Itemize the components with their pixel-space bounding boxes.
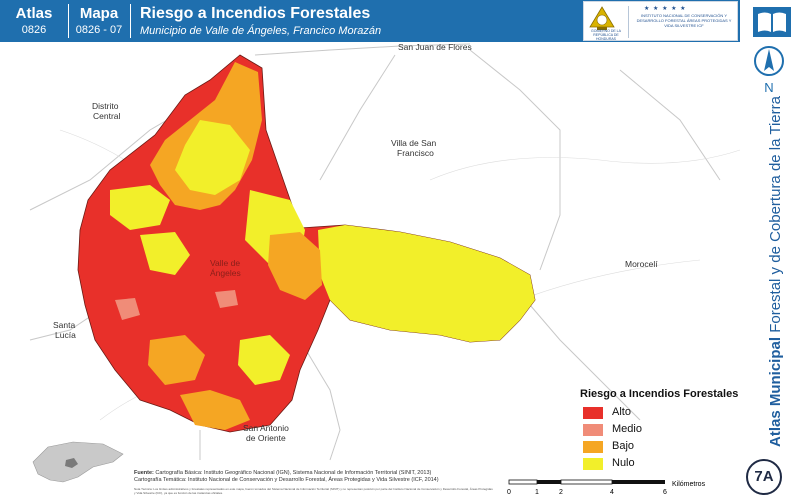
place-valle-de-angeles-line2: Ángeles [210,268,241,278]
mapa-code: 0826 - 07 [75,24,123,36]
atlas-series-title: Atlas Municipal Forestal y de Cobertura … [767,96,784,447]
legend-item: Alto [580,405,750,422]
legend-swatch-alto [583,407,603,419]
legend-swatch-bajo [583,441,603,453]
mapa-code-block: Mapa 0826 - 07 [70,0,128,42]
stars-icon: ★ ★ ★ ★ ★ [644,6,687,12]
risk-zone-nulo [140,232,190,275]
place-distrito-central-line1: Distrito [92,101,119,111]
risk-zone-nulo [175,120,250,195]
boundary-line [619,69,721,181]
legend-label: Medio [612,423,642,435]
legend-label: Alto [612,406,631,418]
legend-item: Nulo [580,456,750,473]
risk-map [29,43,741,461]
government-logo-text: GOBIERNO DE LA REPÚBLICA DE HONDURAS [591,29,621,41]
atlas-label: Atlas [15,5,53,22]
honduras-emblem-icon [589,6,615,30]
country-shape [32,441,124,483]
map-number-badge: 7A [746,459,782,495]
risk-zone-nulo [110,185,170,230]
atlas-code-block: Atlas 0826 [0,0,68,42]
risk-zone-alto [210,245,255,290]
risk-zone-bajo [180,390,250,430]
logo-divider [628,6,629,38]
legend-swatch-medio [583,424,603,436]
legend-label: Nulo [612,457,635,469]
risk-zone-bajo [148,335,205,385]
place-distrito-central-line2: Central [93,111,121,121]
open-book-icon [753,7,791,37]
risk-zone-medio [215,290,238,308]
atlas-series-word: Atlas Municipal [767,336,784,447]
boundary-line [319,54,396,181]
atlas-series-rest: Forestal y de Cobertura de la Tierra [767,96,784,333]
header-divider [130,4,131,38]
map-legend: Riesgo a Incendios Forestales Alto Medio… [580,388,750,473]
header-bar: Atlas 0826 Mapa 0826 - 07 Riesgo a Incen… [0,0,740,42]
department-highlight [65,458,78,468]
scale-tick: 2 [559,489,563,496]
boundary-line [529,304,641,421]
source-line1: Cartografía Básica: Instituto Geográfico… [155,470,432,476]
place-moroceli: Morocelí [625,259,658,269]
source-heading: Fuente: [134,470,154,476]
mapa-label: Mapa [79,5,119,22]
boundary-line [299,339,341,461]
map-subtitle: Municipio de Valle de Ángeles, Francico … [140,25,382,37]
risk-zone-bajo [268,232,322,300]
scale-tick: 0 [507,489,511,496]
place-santa-lucia-line2: Lucía [55,330,76,340]
technical-note: Nota Técnica: Los límites administrativo… [134,487,493,495]
legend-item: Bajo [580,439,750,456]
honduras-locator-map [32,441,124,483]
source-block: Fuente: Cartografía Básica: Instituto Ge… [134,470,494,484]
place-santa-lucia-line1: Santa [53,320,76,330]
scale-tick: 1 [535,489,539,496]
scale-tick: 4 [610,489,614,496]
place-villa-line2: Francisco [397,148,434,158]
scale-tick: 6 [663,489,667,496]
institution-logos: GOBIERNO DE LA REPÚBLICA DE HONDURAS ★ ★… [583,1,738,41]
legend-title: Riesgo a Incendios Forestales [580,388,739,400]
atlas-code: 0826 [21,24,47,36]
risk-zone-nulo [318,225,535,342]
legend-label: Bajo [612,440,635,452]
boundary-line [254,43,471,56]
legend-swatch-nulo [583,458,603,470]
header-divider [68,4,69,38]
source-line2: Cartografía Temática: Instituto Nacional… [134,477,439,483]
place-san-juan-de-flores: San Juan de Flores [398,42,472,52]
place-valle-de-angeles-line1: Valle de [210,258,241,268]
scale-unit: Kilómetros [672,481,706,488]
icf-logo-text: INSTITUTO NACIONAL DE CONSERVACIÓN Y DES… [636,13,732,28]
place-villa-line1: Villa de San [391,138,437,148]
place-san-antonio-line1: San Antonio [243,423,289,433]
north-arrow-icon [754,46,784,76]
place-san-antonio-line2: de Oriente [246,433,286,443]
north-label: N [764,80,774,95]
map-title: Riesgo a Incendios Forestales [140,5,371,22]
legend-item: Medio [580,422,750,439]
risk-zone-medio [115,298,140,320]
boundary-line [469,49,561,271]
scale-bar: 0 1 2 4 6 Kilómetros [507,479,706,496]
risk-zone-nulo [238,335,290,385]
